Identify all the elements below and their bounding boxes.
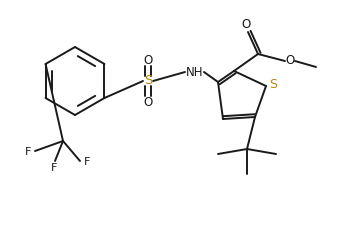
Text: F: F	[51, 163, 57, 173]
Text: O: O	[285, 55, 295, 68]
Text: NH: NH	[186, 65, 204, 79]
Text: F: F	[84, 157, 90, 167]
Text: O: O	[143, 54, 153, 66]
Text: S: S	[269, 77, 277, 90]
Text: F: F	[25, 147, 31, 157]
Text: O: O	[143, 95, 153, 109]
Text: S: S	[144, 74, 152, 87]
Text: O: O	[241, 17, 251, 30]
